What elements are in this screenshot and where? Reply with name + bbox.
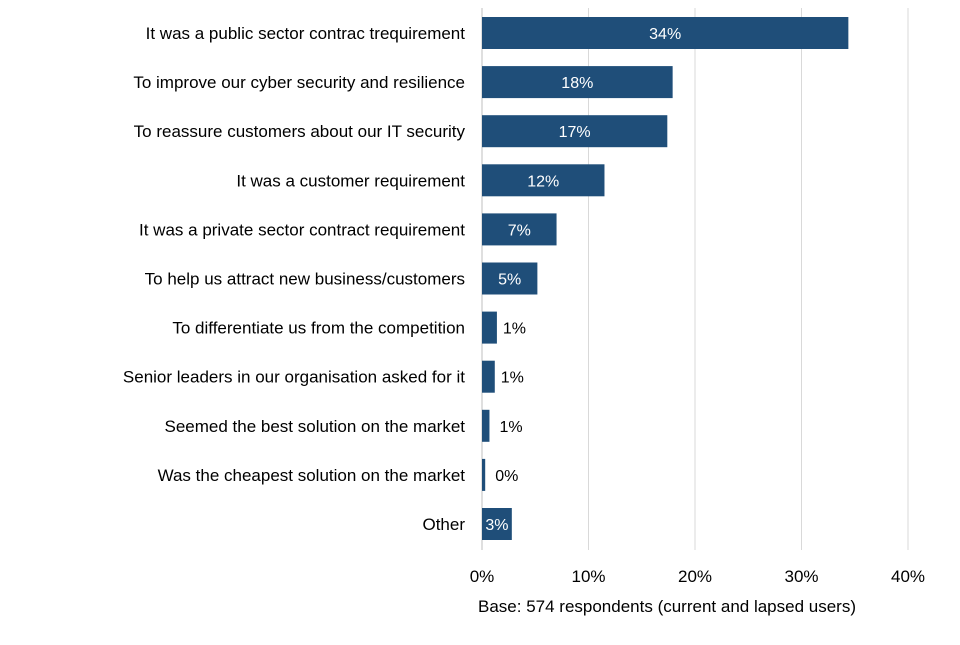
data-label: 1% <box>499 419 522 436</box>
data-label: 17% <box>559 124 591 141</box>
bar <box>482 360 495 393</box>
data-label: 1% <box>501 370 524 387</box>
bar <box>482 115 668 148</box>
bar <box>482 458 486 491</box>
bar <box>482 213 557 246</box>
x-tick-label: 30% <box>784 567 818 586</box>
category-label: To help us attract new business/customer… <box>145 270 465 289</box>
data-label: 7% <box>508 222 531 239</box>
category-label: To improve our cyber security and resili… <box>133 73 465 92</box>
bar <box>482 508 512 540</box>
category-label: It was a public sector contrac trequirem… <box>146 24 466 43</box>
category-label: To differentiate us from the competition <box>172 319 465 338</box>
category-label: Was the cheapest solution on the market <box>158 466 466 485</box>
category-label: It was a private sector contract require… <box>139 220 465 239</box>
bar <box>482 409 490 442</box>
data-label: 5% <box>498 272 521 289</box>
bar <box>482 66 673 99</box>
bar <box>482 164 605 197</box>
base-note: Base: 574 respondents (current and lapse… <box>478 597 857 616</box>
bar <box>482 17 849 49</box>
category-label: Seemed the best solution on the market <box>164 417 465 436</box>
data-label: 0% <box>495 468 518 485</box>
x-tick-label: 40% <box>891 567 925 586</box>
data-label: 34% <box>649 26 681 43</box>
category-label: To reassure customers about our IT secur… <box>134 122 466 141</box>
data-label: 12% <box>527 173 559 190</box>
category-label: Senior leaders in our organisation asked… <box>123 368 465 387</box>
data-label: 1% <box>503 321 526 338</box>
bar <box>482 311 497 344</box>
category-label: Other <box>422 515 465 534</box>
bar <box>482 262 538 295</box>
x-tick-label: 10% <box>571 567 605 586</box>
category-label: It was a customer requirement <box>236 171 465 190</box>
data-label: 18% <box>561 75 593 92</box>
x-tick-label: 0% <box>470 567 495 586</box>
data-label: 3% <box>485 517 508 534</box>
x-tick-label: 20% <box>678 567 712 586</box>
